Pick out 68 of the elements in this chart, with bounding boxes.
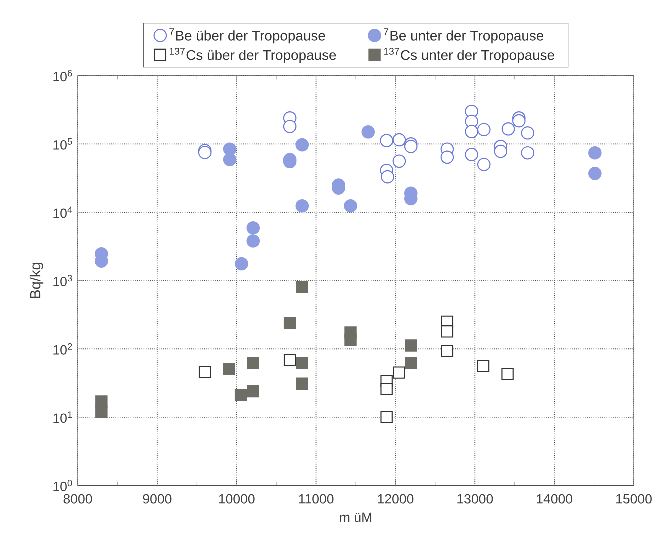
y-tick-label: 10$^{2}$: [54, 343, 72, 355]
point: [512, 114, 526, 128]
legend-label: $^{7}$Be über der Tropopause: [170, 28, 326, 44]
point: [521, 146, 535, 160]
x-tick-label: 8000: [64, 494, 92, 504]
point: [404, 140, 418, 154]
point: [296, 281, 309, 294]
legend-label: $^{137}$Cs unter der Tropopause: [384, 48, 554, 63]
point: [465, 148, 478, 162]
y-tick-label: 10$^{6}$: [54, 70, 72, 82]
x-tick-label: 10000: [219, 494, 255, 504]
point: [502, 368, 514, 380]
point: [477, 360, 490, 372]
x-tick-label: 13000: [458, 494, 494, 504]
point: [344, 334, 357, 346]
point: [405, 357, 418, 370]
point: [344, 199, 358, 213]
point: [588, 167, 602, 180]
point: [296, 378, 309, 390]
x-tick-label: 15000: [616, 494, 652, 504]
y-tick-label: 10$^{4}$: [54, 206, 72, 218]
point: [502, 122, 516, 136]
point: [392, 154, 406, 168]
point: [441, 326, 454, 338]
point: [465, 125, 478, 138]
legend-label: $^{137}$Cs über der Tropopause: [170, 48, 336, 63]
point: [380, 382, 393, 396]
point: [362, 126, 376, 139]
point: [392, 133, 406, 147]
point: [235, 257, 248, 271]
point: [247, 357, 260, 370]
legend-label: $^{7}$Be unter der Tropopause: [384, 28, 544, 44]
point: [198, 366, 212, 378]
point: [284, 354, 296, 366]
point: [380, 411, 393, 424]
point: [521, 126, 535, 140]
x-tick-label: 9000: [143, 494, 172, 504]
point: [477, 158, 491, 172]
point: [393, 366, 406, 379]
point: [296, 199, 310, 213]
point: [284, 317, 296, 330]
point: [223, 362, 236, 376]
x-axis-title: m üM: [340, 512, 372, 522]
point: [380, 134, 394, 148]
y-tick-label: 10$^{1}$: [54, 412, 72, 424]
y-axis-title: Bq/kg: [30, 263, 44, 298]
point: [246, 234, 260, 248]
point: [283, 120, 297, 134]
point: [223, 153, 237, 166]
y-tick-label: 10$^{5}$: [54, 138, 72, 150]
point: [234, 389, 248, 402]
point: [296, 357, 309, 370]
point: [96, 406, 108, 418]
point: [247, 385, 260, 398]
point: [246, 221, 260, 235]
y-tick-label: 10$^{3}$: [54, 275, 72, 287]
point: [494, 144, 508, 158]
x-tick-label: 12000: [378, 494, 414, 504]
x-tick-label: 14000: [537, 494, 573, 504]
point: [296, 138, 310, 152]
y-tick-label: 10$^{0}$: [54, 480, 72, 492]
point: [405, 340, 418, 352]
point: [477, 123, 491, 137]
point: [441, 345, 454, 358]
point: [381, 170, 394, 184]
x-tick-label: 11000: [299, 494, 334, 504]
point: [588, 146, 602, 160]
point: [440, 150, 454, 164]
